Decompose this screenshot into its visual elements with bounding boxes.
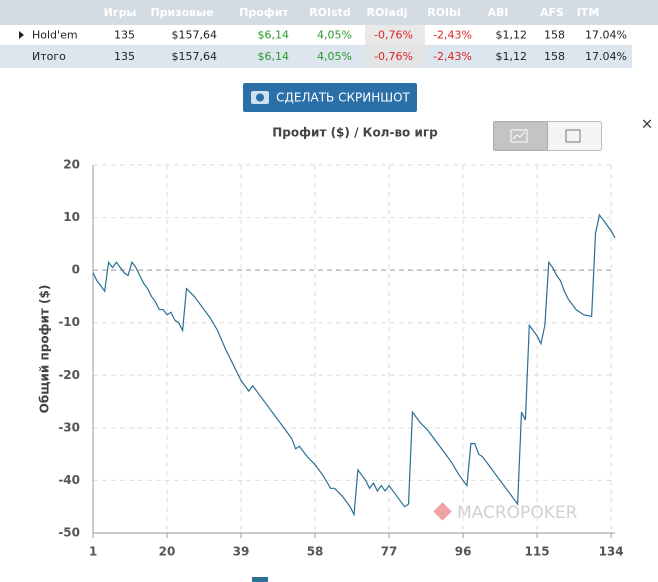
column-header: Игры [104, 6, 137, 19]
x-tick-label: 1 [89, 545, 97, 559]
column-header: ABI [488, 6, 509, 19]
screenshot-button[interactable]: СДЕЛАТЬ СКРИНШОТ [243, 83, 417, 112]
table-header-bg [0, 0, 658, 25]
watermark-logo [433, 502, 452, 521]
chart-title: Профит ($) / Кол-во игр [272, 126, 438, 140]
column-header: ROIbi [427, 6, 461, 19]
table-cell: $157,64 [172, 29, 218, 42]
column-header: Профит [239, 6, 289, 19]
column-header: ITM [577, 6, 600, 19]
table-cell: -0,76% [374, 50, 413, 63]
table-cell: $6,14 [258, 29, 290, 42]
legend-marker [252, 577, 268, 582]
button-bg[interactable] [243, 83, 417, 112]
table-cell: $157,64 [172, 50, 218, 63]
total-row-bg [0, 46, 632, 68]
x-tick-label: 58 [307, 545, 324, 559]
y-axis-title: Общий профит ($) [38, 285, 52, 414]
y-tick-label: -30 [58, 420, 80, 434]
column-header: ROIadj [367, 6, 408, 19]
line-icon [510, 129, 528, 143]
profit-line [92, 213, 616, 517]
x-tick-label: 77 [381, 545, 398, 559]
column-header: AFS [540, 6, 564, 19]
y-tick-label: 10 [63, 210, 80, 224]
bar-icon[interactable] [565, 129, 581, 143]
x-tick-label: 39 [233, 545, 250, 559]
table-cell: 158 [544, 50, 565, 63]
line-icon-stroke [512, 131, 526, 140]
chart-type-toggle[interactable] [493, 121, 602, 151]
x-tick-label: 134 [599, 545, 624, 559]
highlight-column [365, 25, 425, 68]
y-tick-label: 0 [72, 263, 80, 277]
table-cell: 17.04% [585, 50, 627, 63]
watermark-text: MACROPOKER [457, 503, 578, 523]
x-tick-label: 96 [455, 545, 472, 559]
y-tick-label: 20 [63, 158, 80, 172]
y-tick-label: -50 [58, 526, 80, 540]
x-tick-label: 115 [525, 545, 550, 559]
table-cell: 135 [114, 29, 135, 42]
y-tick-label: -10 [58, 315, 80, 329]
table-cell: -2,43% [433, 50, 472, 63]
table-cell: -2,43% [433, 29, 472, 42]
table-cell: $6,14 [258, 50, 290, 63]
y-tick-label: -40 [58, 473, 80, 487]
camera-lens [256, 93, 264, 102]
x-tick-label: 20 [159, 545, 176, 559]
table-cell: 158 [544, 29, 565, 42]
column-header: ROIstd [309, 6, 351, 19]
row-label: Hold'em [32, 29, 78, 42]
table-cell: -0,76% [374, 29, 413, 42]
table-cell: 4,05% [317, 50, 352, 63]
table-cell: $1,12 [496, 29, 528, 42]
watermark: MACROPOKER [433, 502, 578, 523]
close-button[interactable]: × [641, 115, 654, 133]
table-cell: $1,12 [496, 50, 528, 63]
row-label: Итого [32, 50, 66, 63]
y-tick-label: -20 [58, 368, 80, 382]
table-cell: 17.04% [585, 29, 627, 42]
table-cell: 135 [114, 50, 135, 63]
table-cell: 4,05% [317, 29, 352, 42]
button-label[interactable]: СДЕЛАТЬ СКРИНШОТ [276, 91, 410, 105]
expand-icon[interactable] [19, 31, 24, 39]
column-header: Призовые [150, 6, 213, 19]
